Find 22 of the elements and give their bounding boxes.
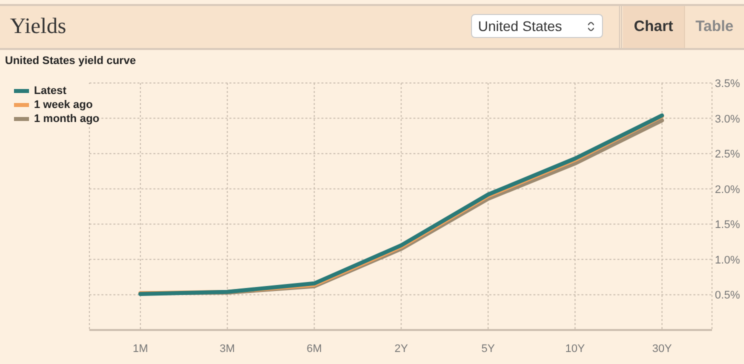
- x-tick-label: 1M: [132, 342, 148, 355]
- x-tick-label: 5Y: [481, 342, 496, 355]
- x-tick-label: 30Y: [652, 342, 672, 355]
- x-tick-label: 3M: [220, 342, 235, 355]
- y-tick-label: 2.5%: [714, 148, 740, 161]
- chart-title: Yields: [10, 13, 66, 38]
- text: United States: [478, 18, 562, 34]
- y-tick-label: 3.0%: [714, 113, 740, 126]
- y-tick-label: 0.5%: [714, 290, 740, 302]
- y-tick-label: 1.0%: [714, 254, 740, 266]
- chart-subtitle: United States yield curve: [5, 55, 136, 67]
- y-tick-label: 1.5%: [714, 219, 740, 232]
- legend-label: 1 week ago: [34, 98, 93, 112]
- y-tick-label: 3.5%: [714, 78, 740, 90]
- y-tick-label: 2.0%: [714, 184, 740, 196]
- x-tick-label: 6M: [306, 342, 322, 355]
- text: Chart: [634, 18, 674, 35]
- x-tick-label: 10Y: [565, 342, 586, 355]
- text: Table: [695, 18, 734, 35]
- legend-label: Latest: [34, 84, 66, 98]
- x-tick-label: 2Y: [394, 342, 409, 355]
- legend-label: 1 month ago: [34, 112, 100, 126]
